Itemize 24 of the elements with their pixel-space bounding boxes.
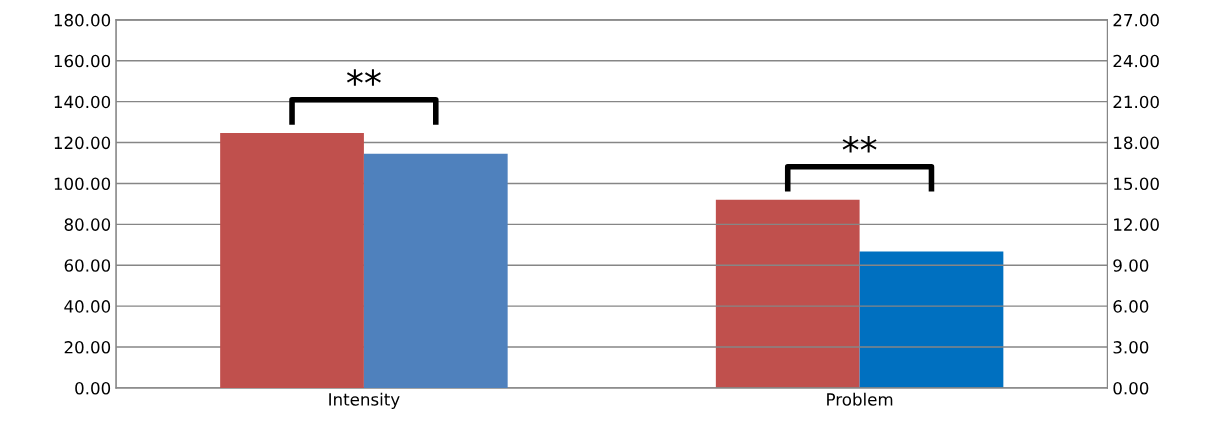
y-tick-label: 20.00 <box>64 341 111 354</box>
y2-tick-label: 0.00 <box>1113 381 1149 395</box>
y2-tick-label: 6.00 <box>1113 300 1149 313</box>
y-tick-label: 80.00 <box>64 218 111 231</box>
y-tick-label: 40.00 <box>64 300 111 313</box>
y2-tick-label: 27.00 <box>1113 13 1159 27</box>
y-tick-label: 180.00 <box>54 13 111 27</box>
y2-tick-label: 18.00 <box>1114 136 1159 150</box>
x-tick-label: Intensity <box>329 392 400 409</box>
y2-tick-label: 15.00 <box>1114 177 1159 191</box>
y2-tick-label: 3.00 <box>1113 341 1149 354</box>
y-tick-label: 60.00 <box>64 259 111 272</box>
x-tick-label: Problem <box>827 392 893 406</box>
y2-tick-label: 24.00 <box>1113 54 1159 68</box>
y-tick-label: 140.00 <box>54 95 111 109</box>
y-tick-label: 120.00 <box>54 136 111 150</box>
y-tick-label: 100.00 <box>54 177 111 191</box>
y-tick-label: 0.00 <box>75 381 111 395</box>
annotation: ** <box>346 69 381 86</box>
y-tick-label: 160.00 <box>54 54 111 68</box>
y2-tick-label: 21.00 <box>1113 95 1159 109</box>
annotation: ** <box>842 136 877 153</box>
y2-tick-label: 12.00 <box>1114 218 1159 231</box>
y2-tick-label: 9.00 <box>1113 259 1149 272</box>
